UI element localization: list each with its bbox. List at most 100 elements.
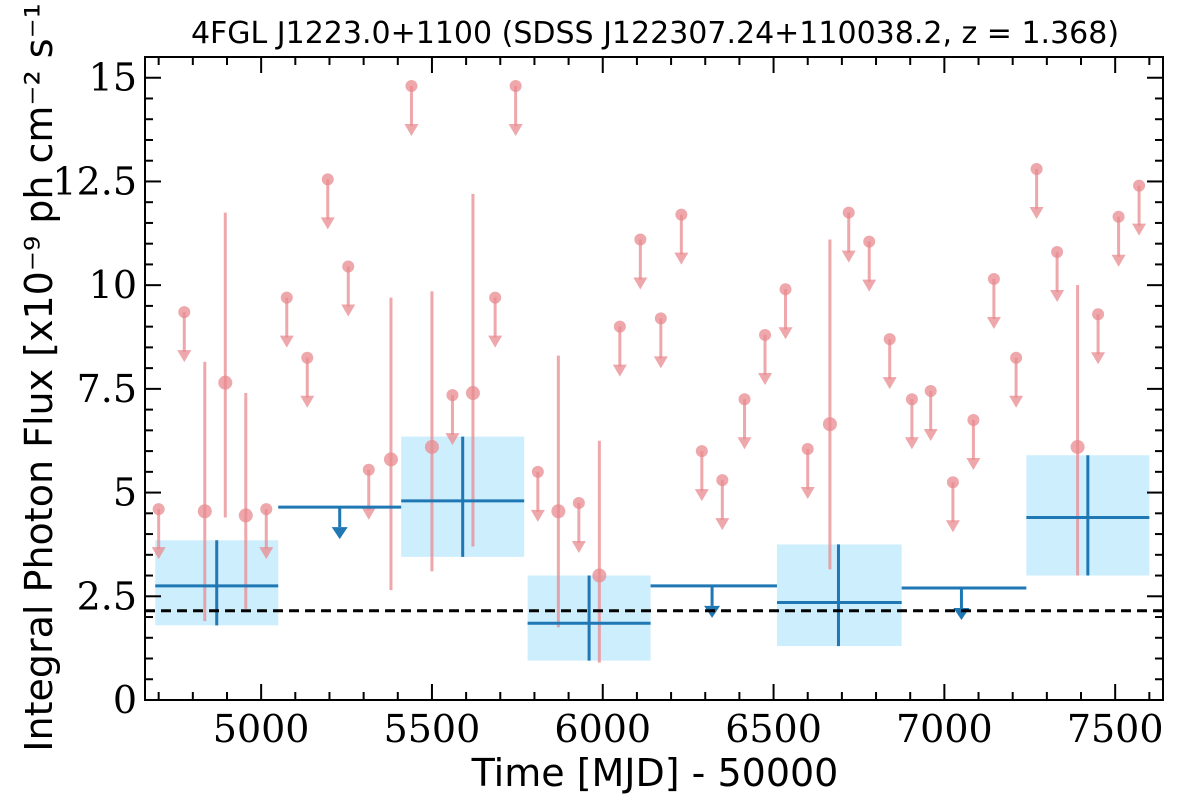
short-bin-upper-limit-arrow bbox=[945, 520, 960, 533]
short-bin-upper-limit-arrow bbox=[404, 124, 419, 137]
long-bin-upper-limit-arrow bbox=[331, 527, 348, 540]
plot-frame bbox=[144, 56, 1164, 701]
short-bin-upper-limit-arrow bbox=[986, 316, 1001, 329]
short-bin-upper-limit-marker bbox=[572, 496, 585, 509]
short-bin-upper-limit-marker bbox=[738, 393, 751, 406]
short-bin-upper-limit-arrow bbox=[1132, 223, 1147, 236]
short-bin-upper-limit-arrow bbox=[715, 518, 730, 531]
x-tick-label: 6000 bbox=[554, 707, 651, 751]
short-bin-upper-limit-arrow bbox=[1091, 352, 1106, 365]
short-bin-point bbox=[822, 417, 837, 432]
short-bin-upper-limit-marker bbox=[531, 465, 544, 478]
short-bin-upper-limit-marker bbox=[759, 328, 772, 341]
short-bin-upper-limit-marker bbox=[967, 413, 980, 426]
short-bin-upper-limit-arrow bbox=[445, 433, 460, 446]
y-tick-label: 10 bbox=[89, 263, 137, 307]
short-bin-upper-limit-marker bbox=[1030, 163, 1043, 176]
short-bin-upper-limit-arrow bbox=[530, 509, 545, 522]
short-bin-point bbox=[238, 508, 253, 523]
short-bin-upper-limit-marker bbox=[152, 503, 165, 516]
short-bin-upper-limit-marker bbox=[695, 445, 708, 458]
short-bin-upper-limit-arrow bbox=[571, 540, 586, 553]
y-tick-label: 12.5 bbox=[52, 159, 137, 203]
short-bin-upper-limit-arrow bbox=[1111, 254, 1126, 267]
short-bin-upper-limit-marker bbox=[489, 291, 502, 304]
short-bin-upper-limit-marker bbox=[863, 235, 876, 248]
short-bin-upper-limit-arrow bbox=[904, 437, 919, 450]
short-bin-upper-limit-marker bbox=[280, 291, 293, 304]
short-bin-upper-limit-arrow bbox=[279, 335, 294, 348]
short-bin-upper-limit-arrow bbox=[1029, 207, 1044, 220]
short-bin-upper-limit-marker bbox=[1133, 179, 1146, 192]
short-bin-upper-limit-arrow bbox=[361, 507, 376, 520]
short-bin-upper-limit-marker bbox=[178, 306, 191, 319]
short-bin-upper-limit-arrow bbox=[320, 217, 335, 230]
short-bin-point bbox=[197, 504, 212, 519]
short-bin-upper-limit-arrow bbox=[758, 372, 773, 385]
short-bin-upper-limit-marker bbox=[654, 312, 667, 325]
short-bin-upper-limit-arrow bbox=[633, 277, 648, 290]
short-bin-upper-limit-marker bbox=[446, 389, 459, 402]
short-bin-upper-limit-arrow bbox=[653, 356, 668, 369]
short-bin-upper-limit-marker bbox=[946, 476, 959, 489]
short-bin-upper-limit-marker bbox=[716, 474, 729, 487]
short-bin-upper-limit-arrow bbox=[341, 304, 356, 317]
short-bin-upper-limit-marker bbox=[883, 333, 896, 346]
short-bin-upper-limit-marker bbox=[321, 173, 334, 186]
short-bin-upper-limit-arrow bbox=[508, 124, 523, 137]
y-tick-label: 5 bbox=[113, 471, 137, 515]
short-bin-upper-limit-arrow bbox=[694, 489, 709, 502]
short-bin-upper-limit-arrow bbox=[737, 437, 752, 450]
y-tick-label: 7.5 bbox=[77, 367, 137, 411]
short-bin-upper-limit-arrow bbox=[488, 335, 503, 348]
short-bin-upper-limit-marker bbox=[362, 463, 375, 476]
short-bin-upper-limit-arrow bbox=[151, 547, 166, 560]
short-bin-upper-limit-arrow bbox=[778, 327, 793, 340]
short-bin-upper-limit-arrow bbox=[1009, 395, 1024, 408]
short-bin-upper-limit-arrow bbox=[923, 428, 938, 441]
short-bin-point bbox=[383, 452, 398, 467]
short-bin-point bbox=[218, 375, 233, 390]
short-bin-point bbox=[424, 439, 439, 454]
short-bin-upper-limit-marker bbox=[634, 233, 647, 246]
short-bin-upper-limit-marker bbox=[260, 503, 273, 516]
y-tick-label: 0 bbox=[113, 678, 137, 722]
short-bin-upper-limit-arrow bbox=[612, 364, 627, 377]
short-bin-upper-limit-marker bbox=[342, 260, 355, 273]
short-bin-upper-limit-arrow bbox=[674, 252, 689, 265]
short-bin-point bbox=[551, 504, 566, 519]
short-bin-upper-limit-marker bbox=[905, 393, 918, 406]
short-bin-upper-limit-arrow bbox=[800, 487, 815, 500]
x-tick-label: 5000 bbox=[213, 707, 310, 751]
short-bin-upper-limit-marker bbox=[675, 208, 688, 221]
y-tick-label: 2.5 bbox=[77, 574, 137, 618]
short-bin-upper-limit-marker bbox=[613, 320, 626, 333]
short-bin-upper-limit-arrow bbox=[300, 395, 315, 408]
short-bin-upper-limit-arrow bbox=[882, 377, 897, 390]
x-tick-label: 7000 bbox=[896, 707, 993, 751]
short-bin-upper-limit-marker bbox=[801, 443, 814, 456]
short-bin-upper-limit-arrow bbox=[259, 547, 274, 560]
short-bin-upper-limit-marker bbox=[1010, 351, 1023, 364]
short-bin-point bbox=[465, 386, 480, 401]
short-bin-upper-limit-arrow bbox=[177, 350, 192, 363]
short-bin-upper-limit-arrow bbox=[862, 279, 877, 292]
short-bin-point bbox=[592, 568, 607, 583]
y-tick-label: 15 bbox=[89, 56, 137, 100]
short-bin-upper-limit-marker bbox=[301, 351, 314, 364]
y-axis-label: Integral Photon Flux [x10⁻⁹ ph cm⁻² s⁻¹] bbox=[17, 0, 61, 752]
short-bin-upper-limit-arrow bbox=[1050, 289, 1065, 302]
short-bin-upper-limit-marker bbox=[924, 384, 937, 397]
x-tick-label: 5500 bbox=[384, 707, 481, 751]
short-bin-upper-limit-marker bbox=[842, 206, 855, 219]
short-bin-upper-limit-marker bbox=[779, 283, 792, 296]
x-tick-label: 7500 bbox=[1067, 707, 1164, 751]
short-bin-upper-limit-arrow bbox=[966, 457, 981, 470]
chart-title: 4FGL J1223.0+1100 (SDSS J122307.24+11003… bbox=[191, 16, 1119, 51]
short-bin-point bbox=[1070, 439, 1085, 454]
short-bin-upper-limit-marker bbox=[1051, 245, 1064, 258]
short-bin-upper-limit-marker bbox=[1112, 210, 1125, 223]
short-bin-upper-limit-marker bbox=[987, 272, 1000, 285]
